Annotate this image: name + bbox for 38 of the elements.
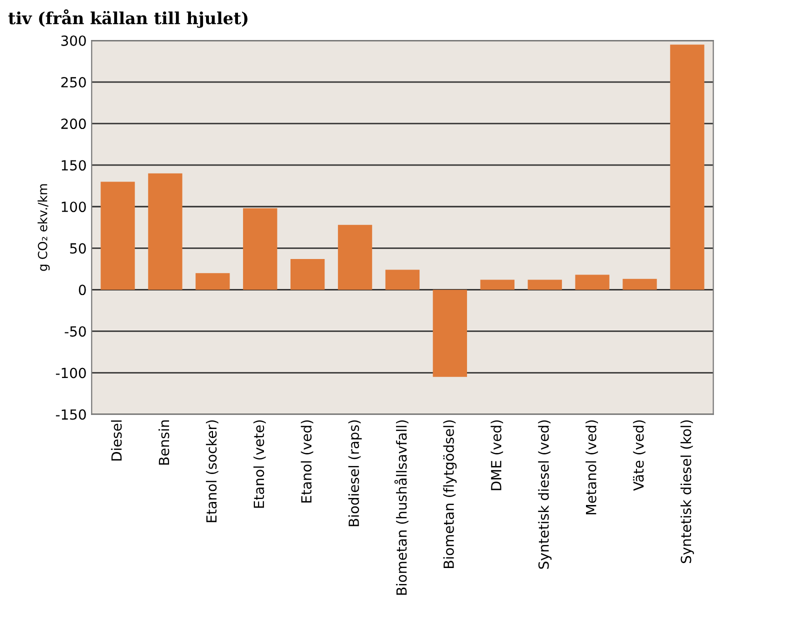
y-tick-label: 0 — [78, 284, 86, 296]
x-tick-label: Biometan (hushållsavfall) — [394, 420, 408, 595]
x-tick-label: Diesel — [111, 420, 122, 461]
y-tick-label: -50 — [64, 326, 86, 337]
bar — [196, 273, 230, 290]
bar — [670, 44, 704, 290]
y-tick-label: 250 — [61, 76, 86, 88]
x-tick-label: Syntetisk diesel (kol) — [680, 420, 694, 564]
x-tick-label: Biodiesel (raps) — [348, 420, 362, 526]
x-tick-label: Etanol (vete) — [253, 420, 266, 508]
x-tick-label: Etanol (socker) — [206, 420, 218, 522]
x-tick-label: Biometan (flytgödsel) — [443, 420, 457, 568]
bar — [432, 290, 468, 377]
bar — [338, 224, 372, 290]
x-tick-label: Bensin — [158, 420, 170, 465]
x-tick-label: Syntetisk diesel (ved) — [538, 420, 552, 569]
bar — [622, 278, 657, 290]
bar — [148, 173, 182, 290]
bar — [575, 274, 610, 290]
bar — [480, 280, 514, 290]
y-tick-label: 50 — [70, 243, 86, 254]
y-tick-label: 300 — [61, 35, 86, 46]
chart-title: tiv (från källan till hjulet) — [8, 9, 248, 28]
x-tick-label: Metanol (ved) — [586, 420, 598, 514]
bar — [100, 182, 135, 290]
y-tick-label: 150 — [62, 160, 86, 171]
y-tick-label: -100 — [56, 368, 86, 378]
bar — [385, 270, 420, 290]
bar — [290, 258, 325, 290]
x-tick-label: Väte (ved) — [633, 420, 646, 491]
y-tick-label: 200 — [61, 118, 86, 130]
y-axis-title: g CO₂ ekv./km — [38, 184, 50, 271]
y-tick-label: 100 — [62, 202, 86, 212]
bar — [243, 208, 278, 290]
x-tick-label: DME (ved) — [490, 420, 504, 490]
bar — [528, 280, 562, 290]
x-tick-label: Etanol (ved) — [300, 420, 314, 503]
y-tick-label: -150 — [56, 409, 86, 420]
